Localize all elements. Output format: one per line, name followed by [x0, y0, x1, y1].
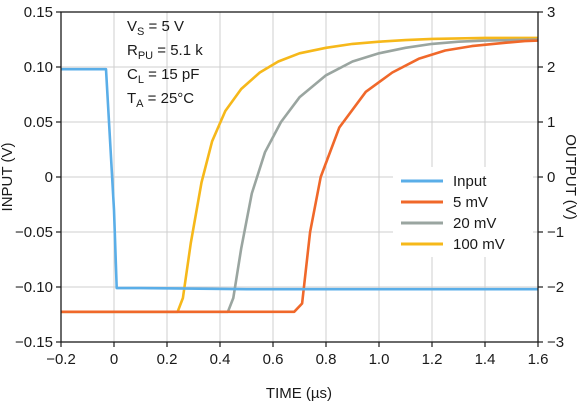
series-line-input	[61, 67, 538, 291]
y-tick-label-left: −0.10	[15, 279, 53, 296]
y-tick-label-right: −2	[547, 279, 564, 296]
y-tick-label-left: 0.10	[24, 59, 53, 76]
y-tick-label-right: −3	[547, 334, 564, 351]
x-tick-label: 1.0	[369, 351, 390, 368]
x-tick-label: 0.2	[157, 351, 178, 368]
x-tick-label: 1.2	[422, 351, 443, 368]
y-tick-label-left: 0.15	[24, 4, 53, 21]
legend: Input 5 mV 20 mV 100 mV	[393, 167, 533, 257]
x-tick-label: 1.4	[475, 351, 496, 368]
y-axis-left-title: INPUT (V)	[0, 143, 16, 212]
grid	[61, 12, 538, 342]
series-line-5-mv	[61, 39, 539, 314]
y-tick-label-right: 3	[547, 4, 555, 21]
y-tick-label-right: 0	[547, 169, 555, 186]
series-line-100-mv	[61, 36, 538, 314]
ticks: −0.2 0 0.2 0.4 0.6 0.8 1.0 1.2 1.4 1.60.15 30.10 20…	[15, 4, 564, 368]
y-tick-label-left: −0.05	[15, 224, 53, 241]
legend-label: 100 mV	[453, 236, 505, 253]
note-cl: CL = 15 pF	[127, 66, 199, 86]
y-tick-label-left: 0	[45, 169, 53, 186]
y-tick-label-right: −1	[547, 224, 564, 241]
series-line-20-mv	[61, 38, 539, 314]
series-layer	[61, 36, 539, 314]
x-axis-title: TIME (µs)	[266, 385, 332, 402]
note-ta: TA = 25°C	[127, 90, 194, 110]
x-tick-label: −0.2	[46, 351, 76, 368]
y-tick-label-right: 2	[547, 59, 555, 76]
conditions-note: VS = 5 V RPU = 5.1 k CL = 15 pF TA = 25°…	[127, 18, 203, 110]
x-tick-label: 0.6	[263, 351, 284, 368]
y-tick-label-right: 1	[547, 114, 555, 131]
legend-label: 20 mV	[453, 215, 496, 232]
x-tick-label: 0.8	[316, 351, 337, 368]
y-tick-label-left: 0.05	[24, 114, 53, 131]
y-tick-label-left: −0.15	[15, 334, 53, 351]
legend-label: Input	[453, 173, 487, 190]
note-vs: VS = 5 V	[127, 18, 184, 38]
y-axis-right-title: OUTPUT (V)	[562, 134, 579, 220]
x-tick-label: 0.4	[210, 351, 231, 368]
note-rpu: RPU = 5.1 k	[127, 42, 203, 62]
x-tick-label: 0	[110, 351, 118, 368]
legend-label: 5 mV	[453, 194, 488, 211]
x-tick-label: 1.6	[528, 351, 549, 368]
